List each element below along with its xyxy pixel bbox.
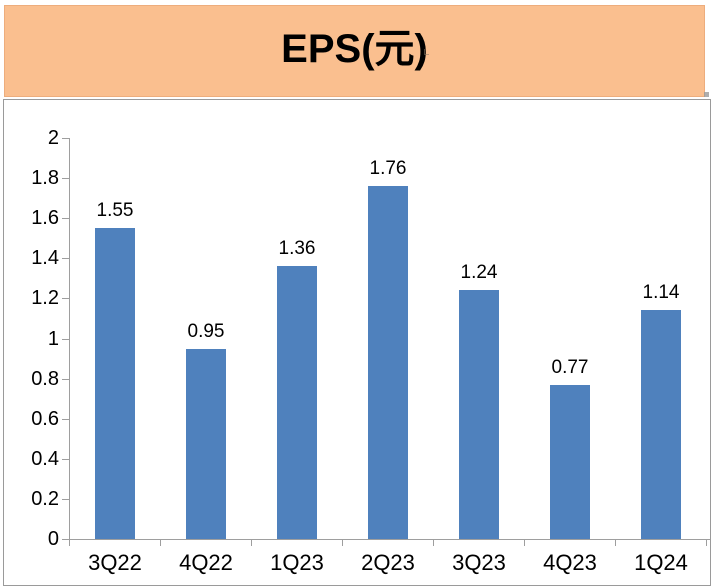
- y-axis-tick-label: 0.8: [31, 368, 59, 390]
- x-axis-category-label: 4Q22: [179, 550, 233, 575]
- bar-value-label: 0.77: [551, 357, 589, 378]
- x-axis-tick: [524, 539, 525, 546]
- x-axis-category-label: 2Q23: [361, 550, 415, 575]
- y-axis-tick: [62, 138, 69, 139]
- x-axis-tick: [69, 539, 70, 546]
- y-axis-tick-label: 0.6: [31, 408, 59, 430]
- y-axis-tick: [62, 298, 69, 299]
- bar-value-label: 1.24: [460, 262, 498, 283]
- bar-1Q24[interactable]: [641, 310, 681, 539]
- bar-3Q23[interactable]: [459, 290, 499, 539]
- x-axis-tick: [342, 539, 343, 546]
- y-axis-tick-label: 1.2: [31, 287, 59, 309]
- x-axis-tick: [160, 539, 161, 546]
- bar-chart[interactable]: 0 0.2 0.4 0.6 0.8 1 1.2 1.4 1.6 1.8 2 1.55 3Q22 0.95 4…: [3, 99, 711, 586]
- bar-value-label: 0.95: [187, 321, 225, 342]
- x-axis-category-label: 3Q22: [88, 550, 142, 575]
- stray-cursor-mark: [424, 49, 429, 55]
- y-axis-tick: [62, 339, 69, 340]
- y-axis-tick-label: 1.4: [31, 247, 59, 269]
- y-axis-tick-label: 0: [47, 528, 59, 550]
- bar-value-label: 1.14: [642, 282, 680, 303]
- bar-value-label: 1.76: [369, 158, 407, 179]
- bar-4Q23[interactable]: [550, 385, 590, 539]
- y-axis-tick: [62, 419, 69, 420]
- x-axis-tick: [433, 539, 434, 546]
- bar-3Q22[interactable]: [95, 228, 135, 539]
- y-axis-tick: [62, 178, 69, 179]
- x-axis-tick: [706, 539, 707, 546]
- x-axis-line: [69, 539, 710, 540]
- y-axis-tick: [62, 459, 69, 460]
- x-axis-category-label: 1Q24: [634, 550, 688, 575]
- x-axis-tick: [251, 539, 252, 546]
- y-axis-tick: [62, 539, 69, 540]
- y-axis-line: [69, 138, 70, 539]
- stray-corner-mark: [704, 92, 709, 97]
- bar-4Q22[interactable]: [186, 349, 226, 539]
- y-axis-tick-label: 1: [47, 328, 59, 350]
- bar-value-label: 1.36: [278, 238, 316, 259]
- bar-value-label: 1.55: [96, 200, 134, 221]
- y-axis-tick-label: 1.6: [31, 207, 59, 229]
- y-axis-tick: [62, 379, 69, 380]
- bar-1Q23[interactable]: [277, 266, 317, 539]
- chart-title-banner[interactable]: EPS(元): [4, 5, 705, 97]
- bar-2Q23[interactable]: [368, 186, 408, 539]
- x-axis-category-label: 3Q23: [452, 550, 506, 575]
- x-axis-tick: [615, 539, 616, 546]
- chart-title: EPS(元): [281, 27, 428, 71]
- x-axis-category-label: 4Q23: [543, 550, 597, 575]
- y-axis-tick-label: 0.2: [31, 488, 59, 510]
- y-axis-tick: [62, 218, 69, 219]
- y-axis-tick: [62, 499, 69, 500]
- x-axis-category-label: 1Q23: [270, 550, 324, 575]
- y-axis-tick-label: 1.8: [31, 167, 59, 189]
- y-axis-tick: [62, 258, 69, 259]
- y-axis-tick-label: 0.4: [31, 448, 59, 470]
- y-axis-tick-label: 2: [47, 127, 59, 149]
